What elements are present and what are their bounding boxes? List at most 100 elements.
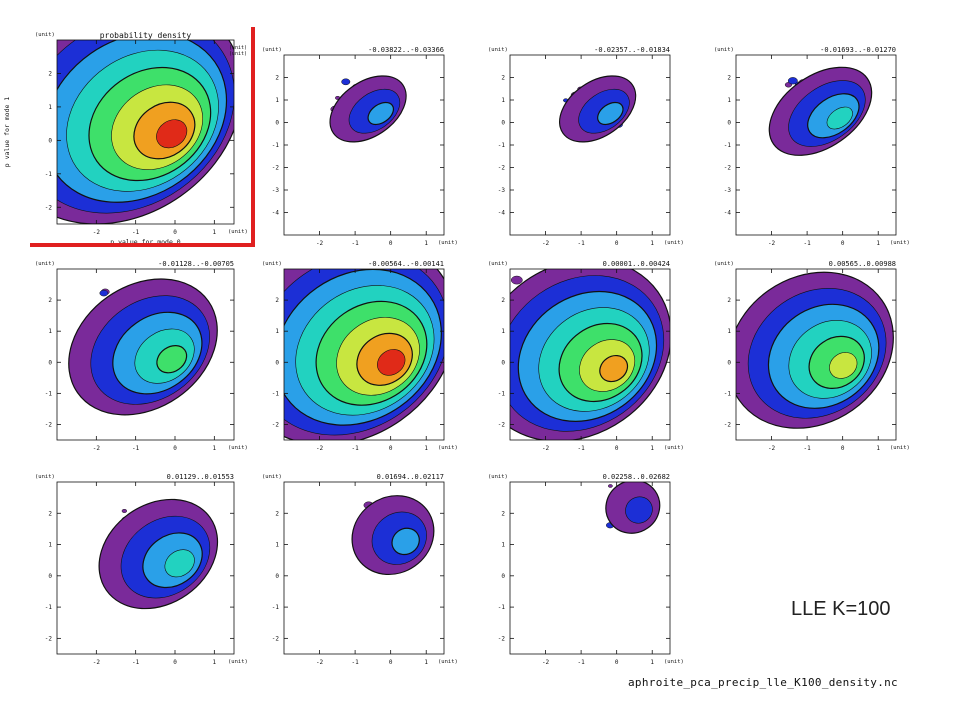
panel-title: 0.01129..0.01553 [167, 473, 234, 481]
y-tick-label: 2 [727, 297, 731, 304]
x-tick-label: -2 [542, 445, 550, 452]
density-layer [605, 482, 661, 534]
contour-band-2 [597, 101, 624, 126]
y-tick-label: 0 [275, 120, 279, 127]
unit-note: (unit) [229, 45, 247, 51]
y-tick-label: 1 [501, 328, 505, 335]
y-unit-label: (unit) [262, 261, 282, 267]
y-tick-label: -2 [272, 421, 280, 428]
y-tick-label: 0 [48, 137, 52, 144]
y-tick-label: 0 [727, 120, 731, 127]
y-tick-label: -3 [272, 187, 280, 194]
x-tick-label: -1 [577, 445, 585, 452]
y-unit-label: (unit) [35, 474, 55, 480]
density-blob [99, 289, 109, 297]
x-unit-label: (unit) [664, 659, 684, 665]
chart-panel-4: -2 -1 0 1 -4 -3 -2 -1 0 1 2 (unit) (unit) -0.01693..-… [714, 46, 910, 247]
y-tick-label: 0 [275, 573, 279, 580]
x-tick-label: 0 [389, 659, 393, 666]
x-tick-label: -1 [132, 229, 140, 236]
y-tick-label: -1 [498, 142, 506, 149]
y-tick-label: -4 [724, 210, 732, 217]
panel-frame [56, 481, 235, 655]
x-tick-label: 0 [173, 659, 177, 666]
y-tick-label: 2 [501, 75, 505, 82]
x-tick-label: -1 [577, 659, 585, 666]
chart-panel-7: -2 -1 0 1 -2 -1 0 1 2 (unit) (unit) 0.00001..0.0042… [488, 260, 684, 452]
density-layer [351, 495, 435, 576]
panel-frame [283, 481, 445, 655]
density-blob [608, 484, 613, 488]
y-tick-label: -2 [45, 635, 53, 642]
x-unit-label: (unit) [228, 229, 248, 235]
x-tick-label: 0 [615, 659, 619, 666]
y-tick-label: -2 [272, 635, 280, 642]
x-tick-label: -2 [93, 445, 101, 452]
y-tick-label: 2 [501, 510, 505, 517]
y-tick-label: -2 [724, 165, 732, 172]
density-layer [98, 498, 219, 610]
y-unit-label: (unit) [714, 47, 734, 53]
y-tick-label: 1 [501, 542, 505, 549]
chart-panel-10: -2 -1 0 1 -2 -1 0 1 2 (unit) (unit) 0.01694..0.0211… [262, 473, 458, 666]
x-tick-label: 0 [173, 229, 177, 236]
contour-band-7 [156, 119, 188, 149]
y-tick-label: -2 [45, 421, 53, 428]
x-unit-label: (unit) [664, 445, 684, 451]
chart-panel-2: -2 -1 0 1 -4 -3 -2 -1 0 1 2 (unit) (unit) -0.03822..-… [262, 46, 458, 247]
y-tick-label: -4 [272, 210, 280, 217]
density-blob [77, 33, 82, 36]
contour-band-1 [625, 496, 653, 524]
y-tick-label: 2 [48, 510, 52, 517]
panel-frame [509, 268, 671, 441]
panel-frame [735, 268, 897, 441]
y-tick-label: -1 [272, 604, 280, 611]
x-tick-label: -2 [316, 659, 324, 666]
contour-band-2 [367, 101, 395, 126]
density-layer [284, 269, 444, 440]
contour-band-7 [377, 349, 406, 376]
density-blob [316, 269, 324, 270]
y-unit-label: (unit) [714, 261, 734, 267]
y-tick-label: 1 [48, 104, 52, 111]
x-tick-label: 1 [876, 445, 880, 452]
y-tick-label: 0 [48, 359, 52, 366]
y-tick-label: -4 [498, 210, 506, 217]
x-tick-label: 0 [841, 445, 845, 452]
y-tick-label: 1 [275, 328, 279, 335]
y-unit-label: (unit) [262, 47, 282, 53]
x-tick-label: 1 [424, 445, 428, 452]
y-tick-label: -1 [724, 390, 732, 397]
x-tick-label: 0 [389, 445, 393, 452]
density-blob [787, 77, 798, 85]
panel-title: -0.03822..-0.03366 [368, 46, 444, 54]
y-tick-label: 0 [275, 359, 279, 366]
y-unit-label: (unit) [35, 32, 55, 38]
panel-title: -0.00564..-0.00141 [368, 260, 444, 268]
contour-band-2 [391, 527, 420, 556]
x-unit-label: (unit) [890, 445, 910, 451]
y-tick-label: 1 [48, 542, 52, 549]
x-tick-label: 1 [213, 445, 217, 452]
y-tick-label: -2 [272, 165, 280, 172]
y-tick-label: 0 [501, 120, 505, 127]
x-tick-label: -1 [803, 445, 811, 452]
x-tick-label: 0 [389, 240, 393, 247]
x-tick-label: 1 [213, 229, 217, 236]
density-blob [57, 55, 58, 60]
panel-title: 0.01694..0.02117 [377, 473, 444, 481]
y-tick-label: 1 [275, 542, 279, 549]
y-tick-label: 1 [727, 328, 731, 335]
x-tick-label: -1 [803, 240, 811, 247]
chart-panel-3: -2 -1 0 1 -4 -3 -2 -1 0 1 2 (unit) (unit) -0.02357..-… [488, 46, 684, 247]
y-tick-label: 2 [501, 297, 505, 304]
y-tick-label: -1 [498, 604, 506, 611]
density-layer [510, 269, 670, 440]
y-tick-label: 2 [275, 510, 279, 517]
x-tick-label: -2 [93, 659, 101, 666]
x-unit-label: (unit) [228, 659, 248, 665]
x-unit-label: (unit) [664, 240, 684, 246]
y-tick-label: -3 [724, 187, 732, 194]
x-tick-label: 0 [615, 445, 619, 452]
density-blob [47, 77, 54, 82]
